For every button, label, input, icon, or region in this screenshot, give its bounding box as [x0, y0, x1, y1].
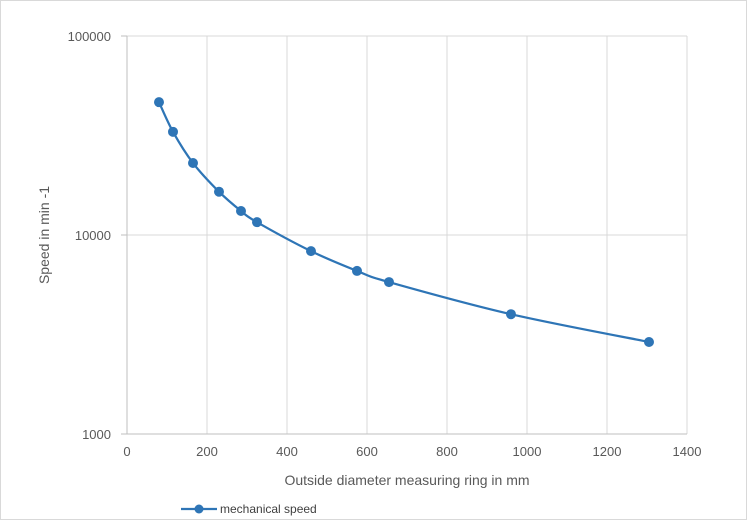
- x-axis-title: Outside diameter measuring ring in mm: [284, 472, 529, 488]
- gridlines: [127, 35, 688, 434]
- legend-label: mechanical speed: [220, 502, 317, 516]
- series-layer: [154, 97, 654, 347]
- x-tick-label: 1000: [513, 444, 542, 459]
- data-point: [214, 186, 224, 197]
- data-point: [506, 309, 516, 320]
- data-point: [306, 246, 316, 257]
- data-point: [236, 206, 246, 217]
- tick-labels: 0 200 400 600 800 1000 1200 1400 1000 10000 100000: [68, 29, 702, 459]
- data-point: [352, 265, 362, 276]
- legend: mechanical speed: [181, 502, 317, 516]
- x-tick-label: 800: [436, 444, 458, 459]
- data-point: [384, 277, 394, 288]
- x-tick-label: 1400: [673, 444, 702, 459]
- x-tick-label: 400: [276, 444, 298, 459]
- data-point: [154, 97, 164, 108]
- data-point: [644, 336, 654, 347]
- y-tick-label: 10000: [75, 228, 111, 243]
- data-point: [252, 217, 262, 228]
- data-point: [168, 126, 178, 137]
- y-axis-title: Speed in min -1: [36, 186, 52, 284]
- x-tick-label: 600: [356, 444, 378, 459]
- x-tick-label: 200: [196, 444, 218, 459]
- axes: [121, 35, 687, 435]
- y-tick-label: 1000: [82, 427, 111, 442]
- y-tick-label: 100000: [68, 29, 111, 44]
- series-line-mechanical-speed: [157, 101, 650, 344]
- data-point: [188, 158, 198, 169]
- x-tick-label: 1200: [593, 444, 622, 459]
- legend-point-marker: [194, 504, 204, 514]
- x-tick-label: 0: [123, 444, 130, 459]
